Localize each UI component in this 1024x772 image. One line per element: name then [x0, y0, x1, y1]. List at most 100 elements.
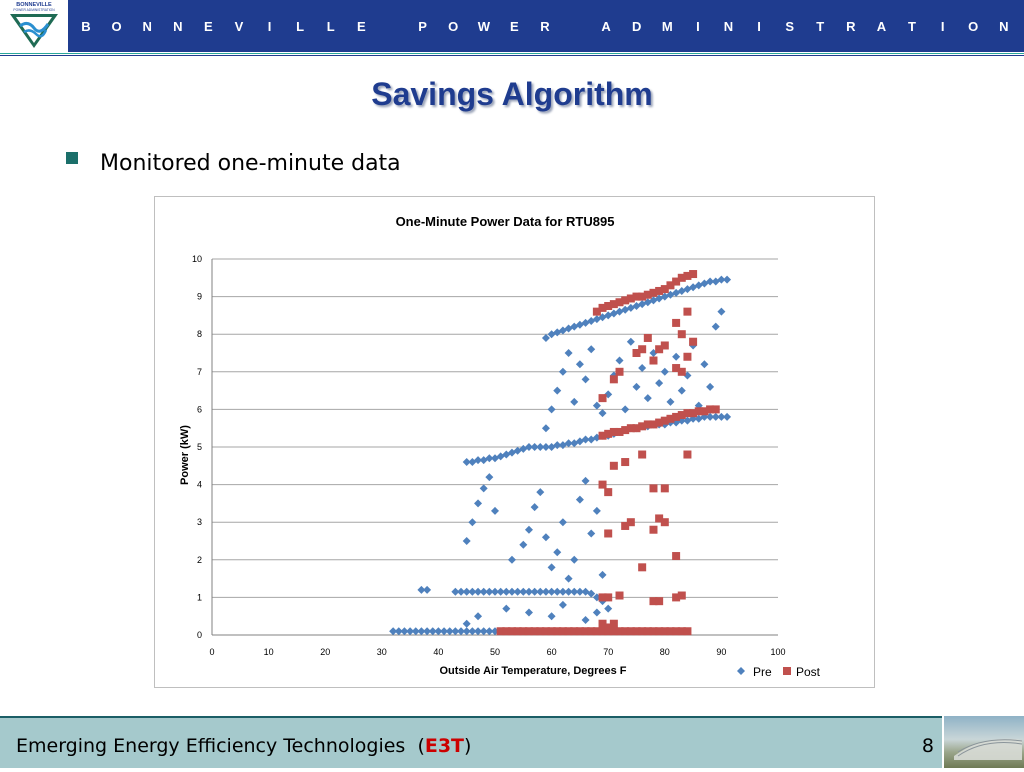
org-name-letter: T — [908, 18, 916, 34]
pre-data-point — [575, 587, 584, 596]
post-data-point — [655, 286, 664, 295]
y-tick-label: 5 — [197, 442, 202, 452]
pre-data-point — [524, 587, 533, 596]
pre-data-point — [666, 397, 675, 406]
pre-data-point — [474, 499, 483, 508]
post-data-point — [672, 593, 681, 602]
post-data-point — [598, 431, 607, 440]
pre-data-point — [485, 627, 494, 636]
pre-data-point — [553, 548, 562, 557]
org-name-letter: N — [723, 18, 734, 34]
pre-data-point — [530, 503, 539, 512]
post-data-point — [536, 627, 545, 636]
x-axis-label: Outside Air Temperature, Degrees F — [439, 665, 626, 677]
post-data-point — [621, 458, 630, 467]
pre-data-point — [553, 441, 562, 450]
post-data-point — [621, 521, 630, 530]
post-data-point — [655, 418, 664, 427]
post-data-point — [621, 627, 630, 636]
pre-data-point — [558, 326, 567, 335]
data-points — [389, 270, 732, 636]
x-tick-label: 60 — [547, 647, 557, 657]
post-data-point — [502, 627, 511, 636]
post-data-point — [655, 514, 664, 523]
post-data-point — [660, 341, 669, 350]
post-data-point — [672, 318, 681, 327]
post-data-point — [632, 627, 641, 636]
post-data-point — [638, 627, 647, 636]
post-data-point — [609, 619, 618, 628]
pre-data-point — [717, 275, 726, 284]
legend: Pre Post — [737, 665, 821, 679]
pre-data-point — [604, 604, 613, 613]
post-data-point — [638, 292, 647, 301]
pre-data-point — [564, 587, 573, 596]
post-data-point — [649, 420, 658, 429]
pre-data-point — [575, 360, 584, 369]
pre-data-point — [632, 382, 641, 391]
org-name-letter: T — [816, 18, 825, 34]
org-name-letter: R — [846, 18, 856, 34]
post-data-point — [604, 429, 613, 438]
footer-program-name: Emerging Energy Efficiency Technologies — [16, 735, 406, 757]
pre-data-point — [389, 627, 398, 636]
post-data-point — [649, 525, 658, 534]
post-data-point — [615, 427, 624, 436]
post-data-point — [638, 450, 647, 459]
pre-data-point — [507, 587, 516, 596]
org-name-letter: O — [111, 18, 122, 34]
post-data-point — [677, 273, 686, 282]
post-data-point — [683, 409, 692, 418]
org-name-letter: O — [968, 18, 979, 34]
org-name-letter: E — [204, 18, 213, 34]
pre-data-point — [615, 356, 624, 365]
pre-data-point — [502, 587, 511, 596]
pre-data-point — [587, 589, 596, 598]
pre-data-point — [621, 405, 630, 414]
post-data-point — [660, 285, 669, 294]
post-data-point — [660, 627, 669, 636]
post-data-point — [694, 407, 703, 416]
y-axis-label: Power (kW) — [179, 425, 191, 485]
pre-data-point — [570, 322, 579, 331]
post-data-point — [689, 337, 698, 346]
org-name-letter: I — [267, 18, 272, 34]
post-data-point — [711, 405, 720, 414]
pre-data-point — [434, 627, 443, 636]
pre-data-point — [530, 587, 539, 596]
slide-title: Savings Algorithm — [371, 76, 653, 112]
post-data-point — [553, 627, 562, 636]
pre-data-point — [394, 627, 403, 636]
pre-data-point — [564, 349, 573, 357]
org-name-letter: I — [757, 18, 761, 34]
legend-pre-marker — [737, 667, 745, 675]
org-name-letter: N — [999, 18, 1009, 34]
pre-data-point — [462, 587, 471, 596]
post-data-point — [643, 290, 652, 299]
pre-data-point — [491, 587, 499, 596]
pre-data-point — [598, 570, 607, 579]
pre-data-point — [643, 298, 652, 307]
post-data-point — [677, 591, 686, 600]
post-data-point — [660, 416, 669, 425]
org-name-letter: W — [477, 18, 490, 34]
pre-data-point — [694, 401, 703, 410]
post-data-point — [660, 518, 669, 527]
post-data-point — [649, 627, 658, 636]
x-tick-label: 0 — [209, 647, 214, 657]
pre-data-point — [423, 627, 432, 636]
pre-data-point — [581, 375, 590, 384]
post-data-point — [615, 627, 624, 636]
post-data-point — [660, 484, 669, 493]
pre-data-point — [474, 627, 483, 636]
pre-data-point — [468, 587, 477, 596]
y-tick-label: 3 — [197, 517, 202, 527]
pre-data-point — [592, 506, 601, 515]
post-data-point — [649, 356, 658, 365]
pre-data-point — [462, 627, 471, 636]
bpa-logo-graphic: BONNEVILLE POWER ADMINISTRATION — [10, 2, 58, 48]
x-tick-label: 90 — [716, 647, 726, 657]
footer-paren-close: ) — [464, 735, 472, 757]
post-data-point — [604, 529, 613, 538]
page-number: 8 — [921, 735, 934, 757]
